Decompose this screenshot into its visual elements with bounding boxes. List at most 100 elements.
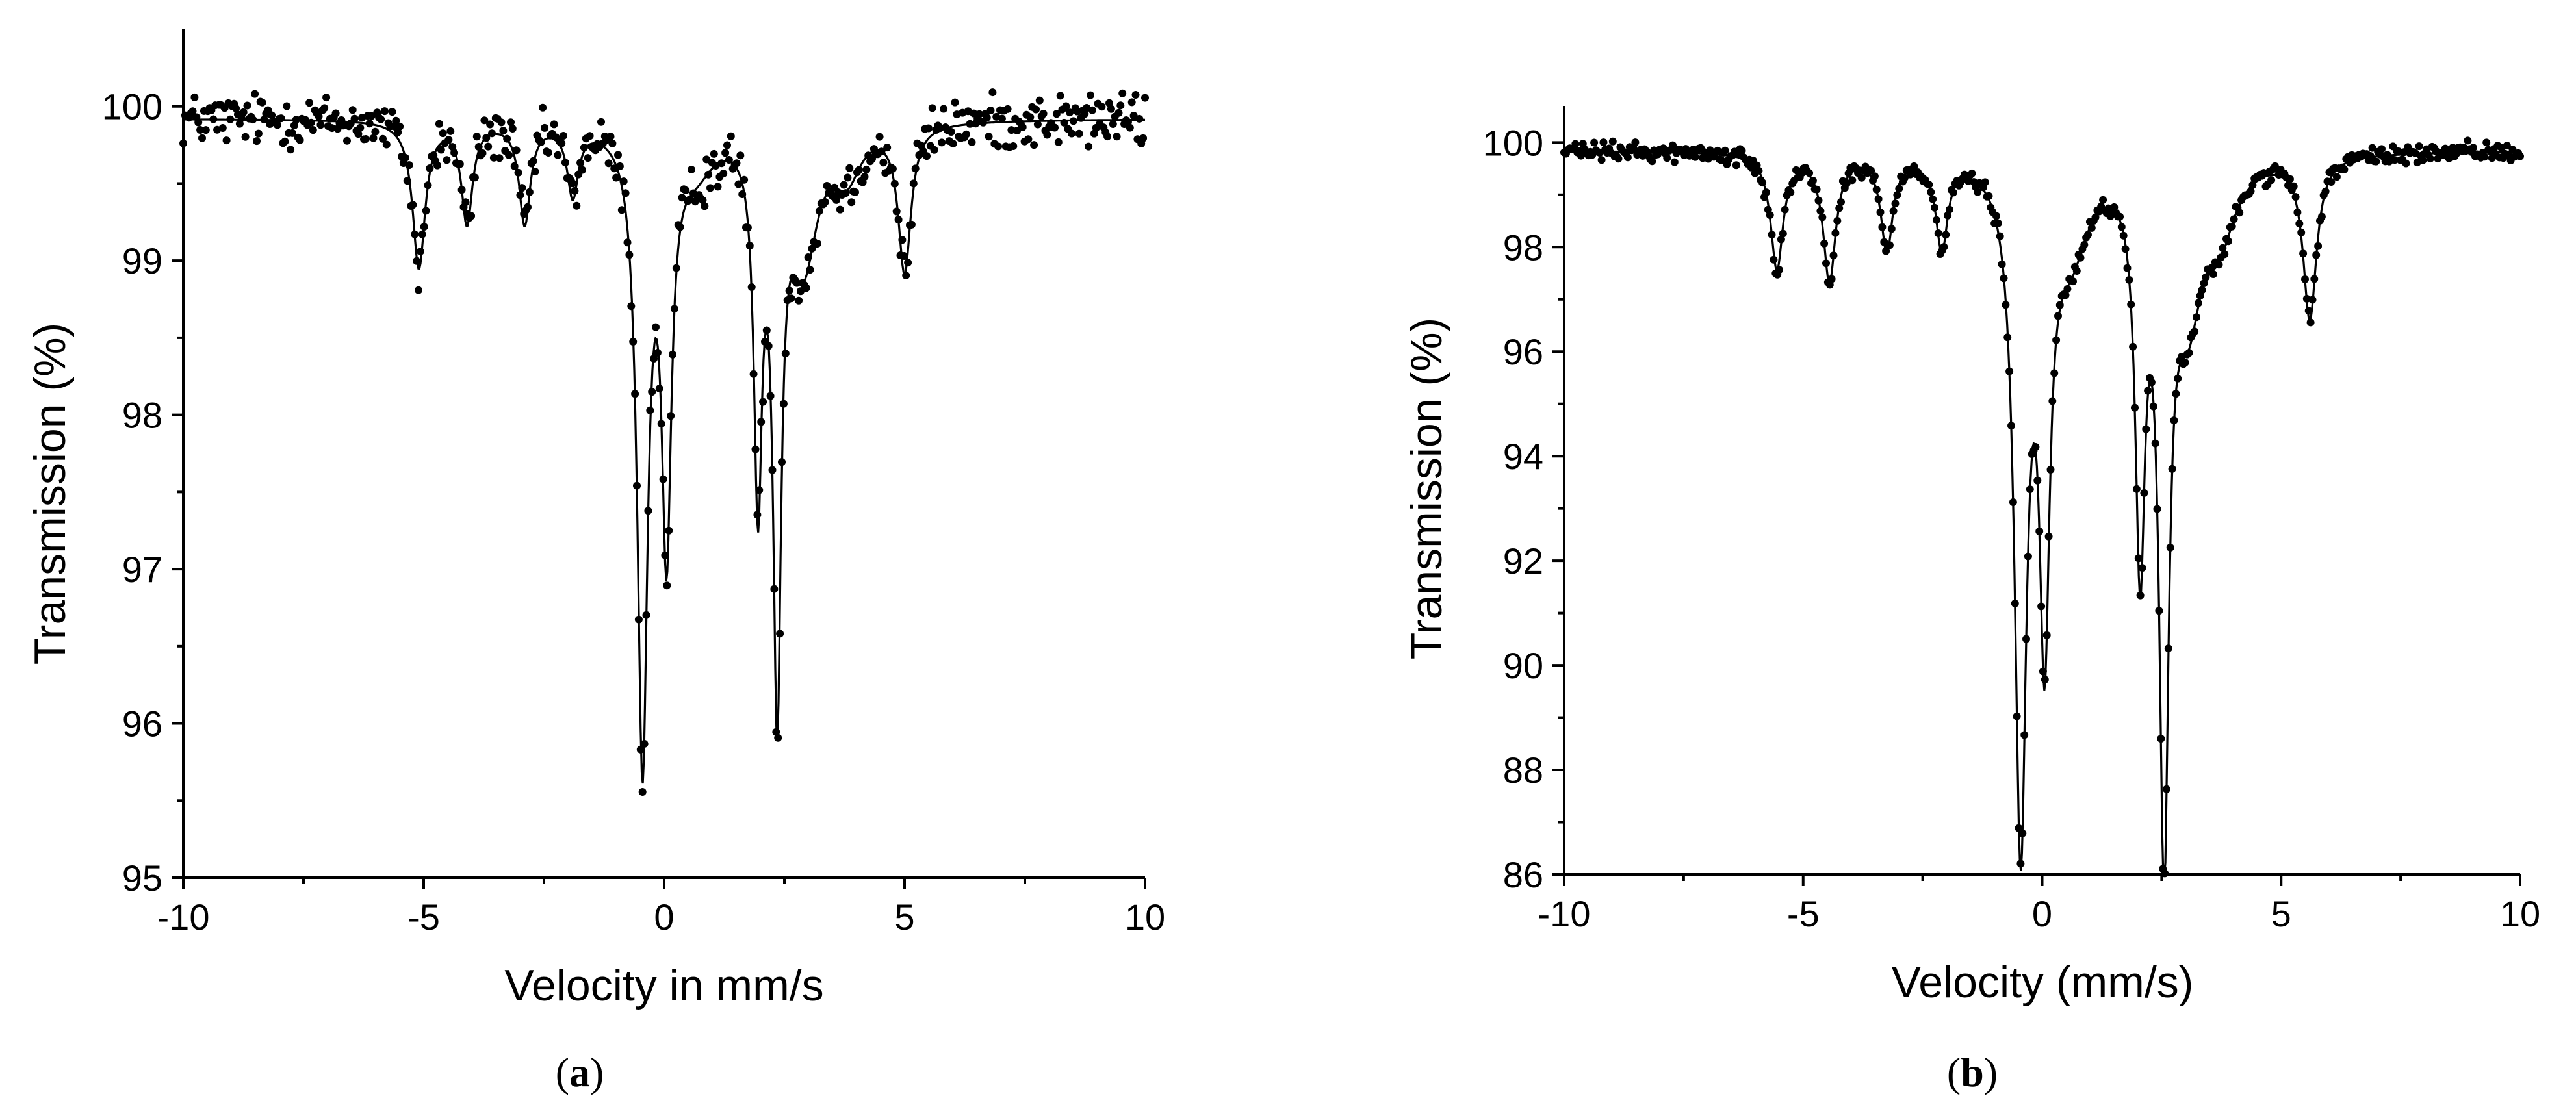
panel-b-data-point bbox=[1822, 259, 1830, 268]
panel-a-data-point bbox=[405, 161, 413, 170]
panel-b-data-point bbox=[1931, 203, 1938, 212]
panel-b-data-point bbox=[2293, 209, 2302, 216]
panel-b-data-point bbox=[2129, 342, 2137, 351]
panel-b-data-point bbox=[2164, 644, 2172, 653]
panel-b-data-point bbox=[2055, 301, 2064, 309]
panel-a-data-point bbox=[580, 144, 588, 152]
panel-a-data-point bbox=[584, 154, 592, 162]
panel-b-data-point bbox=[1885, 241, 1894, 249]
panel-a-data-point bbox=[450, 149, 459, 157]
panel-b-data-point bbox=[2018, 829, 2027, 837]
panel-a-data-point bbox=[1018, 123, 1027, 131]
panel-b-data-point bbox=[2415, 142, 2423, 151]
panel-b-data-point bbox=[1805, 169, 1814, 177]
panel-a-data-point bbox=[241, 133, 250, 141]
panel-a-data-point bbox=[646, 406, 654, 414]
panel-a-data-point bbox=[1113, 133, 1121, 141]
panel-a-data-point bbox=[365, 120, 374, 128]
panel-a-data-point bbox=[1131, 91, 1140, 99]
panel-b-data-point bbox=[2099, 196, 2107, 204]
panel-a-data-point bbox=[1135, 114, 1144, 123]
panel-a-chart: -10 -5 0 5 10 95 96 97 98 99 100 Velocity in mm/s… bbox=[25, 29, 1165, 1095]
panel-a-data-point bbox=[422, 207, 430, 215]
panel-a-data-point bbox=[322, 94, 331, 102]
panel-b-data-point bbox=[1878, 223, 1887, 231]
panel-a-data-point bbox=[672, 264, 680, 272]
panel-a-data-point bbox=[648, 388, 656, 396]
panel-b-data-point bbox=[1669, 141, 1677, 149]
panel-a-data-point bbox=[968, 138, 976, 146]
panel-b-data-point bbox=[2308, 296, 2317, 304]
panel-b-data-point bbox=[1944, 211, 1952, 220]
panel-b-data-point bbox=[2482, 138, 2491, 147]
panel-a-data-point bbox=[1026, 113, 1035, 121]
panel-a-data-point bbox=[1098, 103, 1106, 111]
panel-a-data-point bbox=[1085, 142, 1093, 151]
panel-b-data-point bbox=[2131, 403, 2139, 412]
panel-a-fit-curve bbox=[183, 118, 1145, 784]
panel-a-data-point bbox=[738, 190, 747, 198]
panel-a-data-point bbox=[793, 279, 801, 287]
panel-a-x-tick-label: -10 bbox=[157, 897, 210, 937]
panel-b-data-point bbox=[2035, 527, 2044, 535]
panel-b-data-point bbox=[2168, 465, 2176, 473]
panel-b-data-point bbox=[2140, 489, 2148, 497]
panel-b-y-tick-label: 92 bbox=[1503, 541, 1543, 581]
panel-b-y-tick-label: 96 bbox=[1503, 331, 1543, 372]
panel-b-data-point bbox=[1867, 166, 1875, 175]
panel-b-data-point bbox=[2368, 144, 2376, 152]
panel-a-data-point bbox=[688, 166, 695, 173]
panel-a-data-point bbox=[663, 581, 671, 590]
panel-b-data-point bbox=[2007, 422, 2015, 430]
panel-a-data-point bbox=[1069, 117, 1077, 125]
panel-a-x-ticks: -10 -5 0 5 10 bbox=[157, 878, 1165, 937]
panel-a-data-point bbox=[554, 151, 562, 159]
panel-a-data-point bbox=[710, 149, 718, 158]
panel-b-data-point bbox=[2166, 543, 2174, 552]
panel-b-data-point bbox=[2072, 267, 2081, 275]
panel-a-data-point bbox=[706, 184, 714, 192]
panel-b-data-point bbox=[2230, 215, 2238, 223]
panel-a-data-point bbox=[420, 223, 428, 231]
panel-b-chart: -10 -5 0 5 10 86 88 90 92 94 96 98 100 Velocity (mm… bbox=[1402, 106, 2540, 1095]
panel-b-y-ticks: 86 88 90 92 94 96 98 100 bbox=[1483, 122, 1564, 895]
panel-a-data-point bbox=[779, 400, 788, 408]
panel-b-data-point bbox=[2426, 155, 2434, 163]
panel-a-data-point bbox=[702, 155, 711, 164]
panel-a-data-point bbox=[625, 251, 634, 259]
panel-a-data-point bbox=[377, 115, 385, 123]
panel-a-data-point bbox=[529, 157, 537, 165]
panel-b-x-tick-label: 5 bbox=[2271, 893, 2291, 934]
panel-a-data-point bbox=[701, 202, 709, 210]
panel-b-data-point bbox=[2464, 136, 2472, 145]
panel-a-data-point bbox=[759, 398, 767, 406]
panel-a-y-tick-label: 98 bbox=[122, 395, 162, 436]
panel-a-data-point bbox=[732, 159, 741, 168]
panel-a-data-point bbox=[797, 287, 805, 296]
panel-b-data-point bbox=[2332, 173, 2341, 181]
panel-a-data-point bbox=[986, 107, 995, 114]
panel-a-data-point bbox=[525, 188, 534, 196]
panel-a-data-point bbox=[994, 142, 1003, 151]
panel-a-data-point bbox=[508, 125, 517, 133]
panel-a-data-point bbox=[524, 203, 532, 211]
panel-a-data-point bbox=[847, 198, 856, 207]
panel-b-data-point bbox=[2116, 212, 2124, 221]
panel-a-data-point bbox=[289, 129, 296, 137]
panel-a-data-point bbox=[198, 134, 206, 142]
panel-b-data-point bbox=[1827, 275, 1836, 283]
panel-a-data-point bbox=[237, 114, 246, 122]
panel-b-data-point bbox=[2194, 299, 2202, 307]
panel-a-data-point bbox=[721, 149, 730, 157]
panel-b-data-point bbox=[2449, 144, 2457, 152]
panel-b-data-point bbox=[2144, 387, 2152, 395]
panel-a-data-point bbox=[569, 179, 577, 188]
panel-a-data-point bbox=[488, 129, 496, 138]
panel-a-data-point bbox=[751, 445, 760, 453]
panel-a-data-point bbox=[435, 120, 443, 128]
panel-b-data-point bbox=[1717, 156, 1725, 164]
panel-b-data-point bbox=[1927, 188, 1935, 196]
panel-a-y-tick-label: 99 bbox=[122, 240, 162, 281]
panel-b-data-point bbox=[2013, 712, 2021, 720]
panel-a-data-point bbox=[714, 183, 722, 191]
